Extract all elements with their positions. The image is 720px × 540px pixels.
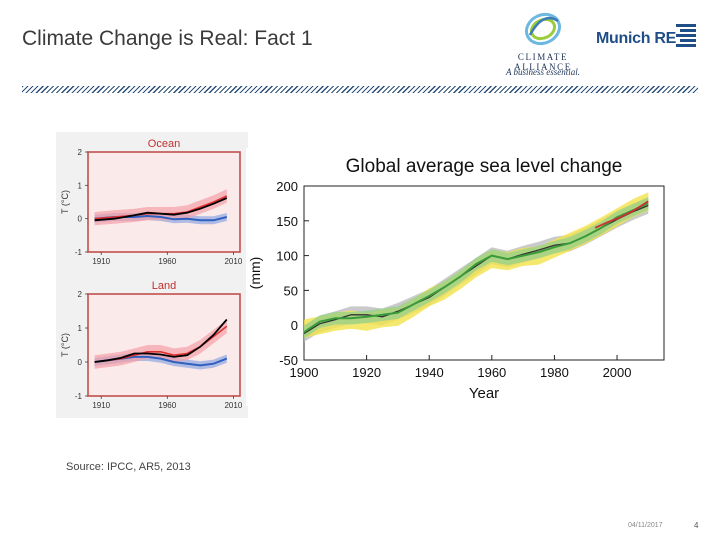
sea-level-xtick-label: 1940 — [415, 365, 444, 380]
ocean-ytick-label: 2 — [78, 148, 83, 157]
climate-alliance-name: CLIMATE ALLIANCE — [514, 52, 572, 72]
sea-level-xtick-label: 2000 — [603, 365, 632, 380]
title-divider — [22, 86, 698, 93]
source-citation: Source: IPCC, AR5, 2013 — [66, 461, 191, 473]
land-xtick-label: 1960 — [158, 401, 176, 410]
page-number: 4 — [694, 521, 699, 530]
land-ylabel: T (°C) — [60, 333, 70, 357]
ocean-observed-line — [94, 197, 228, 222]
sea-level-xtick-label: 1900 — [290, 365, 319, 380]
ocean-chart: Ocean -1 0 1 2 1910 1960 2010 T (°C) — [56, 132, 248, 274]
land-ytick-label: 2 — [78, 290, 83, 299]
sea-level-chart-panel: Global average sea level change -50 0 50 100… — [246, 148, 688, 406]
ocean-xtick-label: 1910 — [92, 257, 110, 266]
sea-level-ytick-label: 50 — [284, 283, 298, 298]
sea-level-xtick-label: 1920 — [352, 365, 381, 380]
climate-alliance-tagline: A business essential. — [505, 67, 581, 77]
ocean-ytick-label: 1 — [78, 181, 83, 190]
sea-level-ytick-label: 200 — [276, 179, 298, 194]
land-ytick-label: 1 — [78, 324, 83, 333]
sea-level-chart: Global average sea level change -50 0 50 100… — [247, 156, 665, 402]
sea-level-ytick-label: 100 — [276, 249, 298, 264]
sea-level-title: Global average sea level change — [346, 156, 623, 177]
ocean-ytick-label: -1 — [75, 248, 83, 257]
sea-level-green-band — [304, 197, 649, 339]
ocean-chart-panel: Ocean -1 0 1 2 1910 1960 2010 T (°C) — [56, 132, 248, 274]
sea-level-xtick-label: 1960 — [477, 365, 506, 380]
land-xtick-label: 2010 — [224, 401, 242, 410]
sea-level-plot-frame — [303, 185, 665, 361]
ocean-xtick-label: 1960 — [158, 257, 176, 266]
sea-level-ytick-label: 0 — [291, 318, 298, 333]
climate-alliance-logo: CLIMATE ALLIANCE A business essential. — [488, 5, 598, 83]
sea-level-green-line — [303, 202, 649, 334]
munich-re-name: Munich RE — [596, 30, 676, 47]
land-ytick-label: 0 — [78, 358, 83, 367]
ocean-ytick-label: 0 — [78, 215, 83, 224]
land-observed-line — [94, 318, 228, 363]
ocean-title: Ocean — [148, 138, 180, 150]
climate-alliance-swirl-icon — [524, 12, 562, 46]
sea-level-satellite-line — [594, 200, 649, 229]
ocean-xtick-label: 2010 — [224, 257, 242, 266]
land-chart: Land -1 0 1 2 1910 1960 2010 T (°C) — [56, 274, 248, 418]
sea-level-xlabel: Year — [469, 385, 499, 402]
land-chart-panel: Land -1 0 1 2 1910 1960 2010 T (°C) — [56, 274, 248, 418]
land-ytick-label: -1 — [75, 392, 83, 401]
land-xtick-label: 1910 — [92, 401, 110, 410]
sea-level-ytick-label: 150 — [276, 214, 298, 229]
ocean-ylabel: T (°C) — [60, 190, 70, 214]
slide-date: 04/11/2017 — [628, 522, 663, 529]
land-plot-frame — [87, 293, 241, 397]
slide-title: Climate Change is Real: Fact 1 — [22, 27, 313, 50]
sea-level-ylabel: (mm) — [247, 257, 263, 290]
sea-level-ytick-label: -50 — [279, 353, 298, 368]
munich-re-logo: Munich RE — [596, 22, 698, 54]
land-title: Land — [152, 280, 176, 292]
sea-level-xtick-label: 1980 — [540, 365, 569, 380]
munich-re-emblem-icon — [676, 24, 696, 47]
